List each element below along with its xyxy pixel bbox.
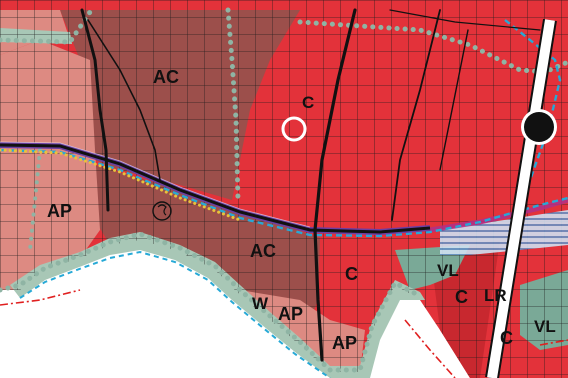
label-c-center: C (345, 264, 358, 284)
label-ap-south-1: AP (278, 304, 303, 324)
map-symbols (152, 109, 557, 221)
roads (80, 8, 541, 362)
numbered-circle-symbol (152, 201, 172, 221)
red-dashdot-border (0, 289, 568, 378)
magenta-band (429, 197, 568, 233)
white-ring-symbol (281, 116, 307, 142)
water-stripes (440, 210, 568, 255)
label-vl-center: VL (437, 261, 459, 280)
white-road (485, 18, 557, 378)
label-ap-west: AP (47, 201, 72, 221)
label-ap-south-2: AP (332, 333, 357, 353)
label-c-north: C (302, 93, 314, 112)
yellow-dots (0, 148, 242, 222)
label-c-southeast-2: C (500, 328, 513, 348)
label-w: W (252, 294, 269, 313)
label-c-southeast-1: C (455, 287, 468, 307)
zone-labels: AC C AP AC C VL W AP AP C LR C VL (47, 67, 556, 353)
label-lr: LR (484, 286, 507, 305)
black-dot-symbol (524, 112, 554, 142)
railway (0, 141, 431, 236)
label-vl-east: VL (534, 317, 556, 336)
cyan-boundary (0, 19, 568, 378)
label-ac-north: AC (153, 67, 179, 87)
label-ac-south: AC (250, 241, 276, 261)
numbered-circle-glyph (157, 204, 167, 216)
